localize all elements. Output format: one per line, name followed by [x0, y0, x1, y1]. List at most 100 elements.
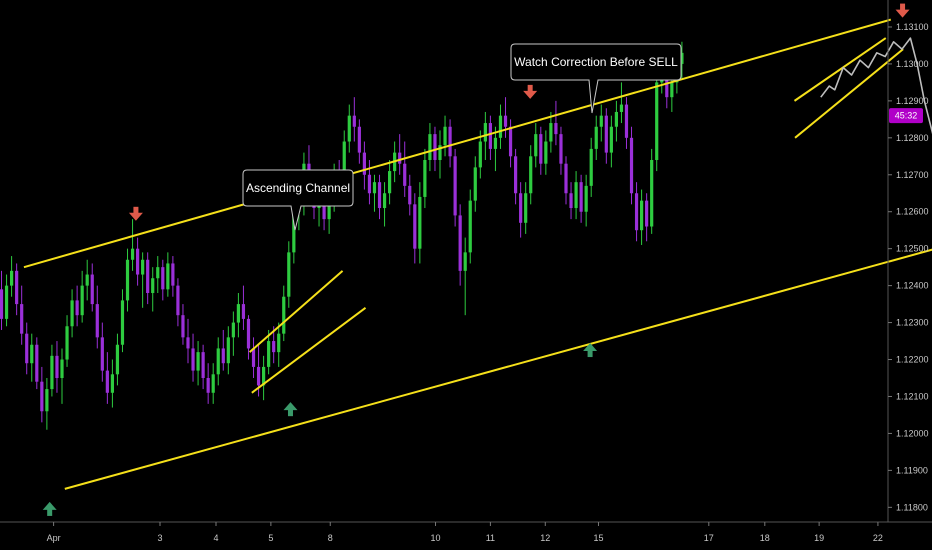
candle	[388, 159, 392, 205]
y-tick-label: 1.12200	[896, 355, 929, 365]
candle	[20, 285, 24, 345]
arrow-down-shaft	[133, 206, 139, 214]
candle-body	[287, 252, 291, 297]
candle-body	[357, 126, 361, 153]
candle-body	[231, 322, 235, 338]
candle	[544, 130, 548, 175]
candle	[418, 182, 422, 264]
candle-body	[458, 215, 462, 271]
candle	[90, 263, 94, 312]
candle	[4, 274, 9, 327]
candle-body	[508, 126, 513, 157]
candle	[599, 104, 603, 142]
candle-body	[377, 182, 382, 209]
candle-body	[519, 193, 523, 223]
candle	[201, 344, 205, 390]
x-tick-label: 17	[704, 533, 714, 543]
candle-body	[428, 134, 432, 160]
candle-body	[4, 285, 9, 319]
candle-body	[398, 152, 402, 164]
candle-body	[624, 104, 629, 138]
current-price-badge-text: 45:32	[895, 111, 918, 121]
candle	[609, 115, 613, 168]
candle	[181, 304, 185, 345]
candle	[382, 182, 387, 227]
x-tick-label: 18	[760, 533, 770, 543]
callout-watch-correction: Watch Correction Before SELL	[510, 43, 682, 114]
candle-body	[95, 304, 99, 338]
x-tick-label: 11	[486, 533, 495, 543]
candle	[267, 329, 271, 375]
candle	[367, 159, 372, 205]
candle-body	[453, 156, 457, 216]
candle-body	[609, 126, 613, 153]
candle-body	[236, 304, 240, 323]
candle	[151, 267, 155, 312]
candle-body	[579, 182, 583, 212]
candle-body	[634, 193, 639, 231]
candle	[564, 156, 568, 205]
arrow-up-head	[283, 402, 298, 411]
candle	[146, 252, 150, 305]
candle-body	[549, 123, 553, 142]
candle-body	[267, 341, 271, 367]
candle	[448, 119, 452, 168]
candle	[156, 256, 160, 294]
candle	[539, 126, 543, 175]
candle-body	[80, 285, 84, 316]
candle-body	[574, 182, 578, 209]
y-tick-label: 1.11900	[896, 465, 928, 475]
candle-body	[211, 374, 215, 393]
y-tick-label: 1.12300	[896, 318, 929, 328]
y-tick-label: 1.11800	[896, 502, 928, 512]
arrow-down-head	[128, 212, 143, 221]
candle	[236, 293, 240, 338]
candle-body	[650, 159, 654, 227]
candle	[594, 115, 598, 160]
candle	[95, 285, 99, 349]
minor-lines-layer	[248, 37, 904, 394]
candle-body	[362, 152, 366, 175]
candle	[493, 126, 498, 172]
candle	[130, 219, 135, 271]
candle-body	[30, 344, 34, 364]
candle-body	[70, 300, 74, 327]
candle-body	[488, 123, 492, 149]
candle-body	[347, 115, 351, 142]
x-tick-label: Apr	[47, 533, 61, 543]
candle	[287, 241, 291, 308]
candle-body	[670, 82, 674, 98]
y-tick-label: 1.12100	[896, 391, 929, 401]
candle-body	[55, 355, 59, 378]
candle	[10, 256, 14, 297]
candle	[579, 174, 583, 223]
candle-body	[10, 270, 14, 286]
arrow-down-head	[895, 9, 910, 18]
candle	[251, 337, 256, 378]
candle	[529, 145, 533, 205]
current-price-badge: 45:32	[889, 108, 923, 124]
arrow-down-icon	[895, 3, 910, 18]
candle	[221, 329, 225, 371]
candle	[282, 285, 286, 342]
candle-body	[75, 300, 79, 316]
candle-body	[100, 337, 104, 371]
candle-body	[498, 115, 503, 138]
candle-body	[0, 289, 4, 319]
candle-body	[645, 200, 649, 227]
candle-body	[191, 348, 195, 371]
candle-body	[554, 123, 558, 135]
candle	[498, 104, 503, 149]
candle-body	[408, 185, 412, 205]
candle-body	[433, 134, 437, 160]
arrow-down-icon	[128, 206, 143, 221]
channel-lower-line	[64, 248, 932, 490]
candle-body	[105, 370, 109, 393]
candle	[262, 355, 266, 401]
candle	[519, 182, 523, 238]
candle-body	[342, 141, 346, 190]
candle	[231, 311, 235, 356]
candle-body	[241, 304, 246, 319]
candle-body	[256, 366, 261, 386]
